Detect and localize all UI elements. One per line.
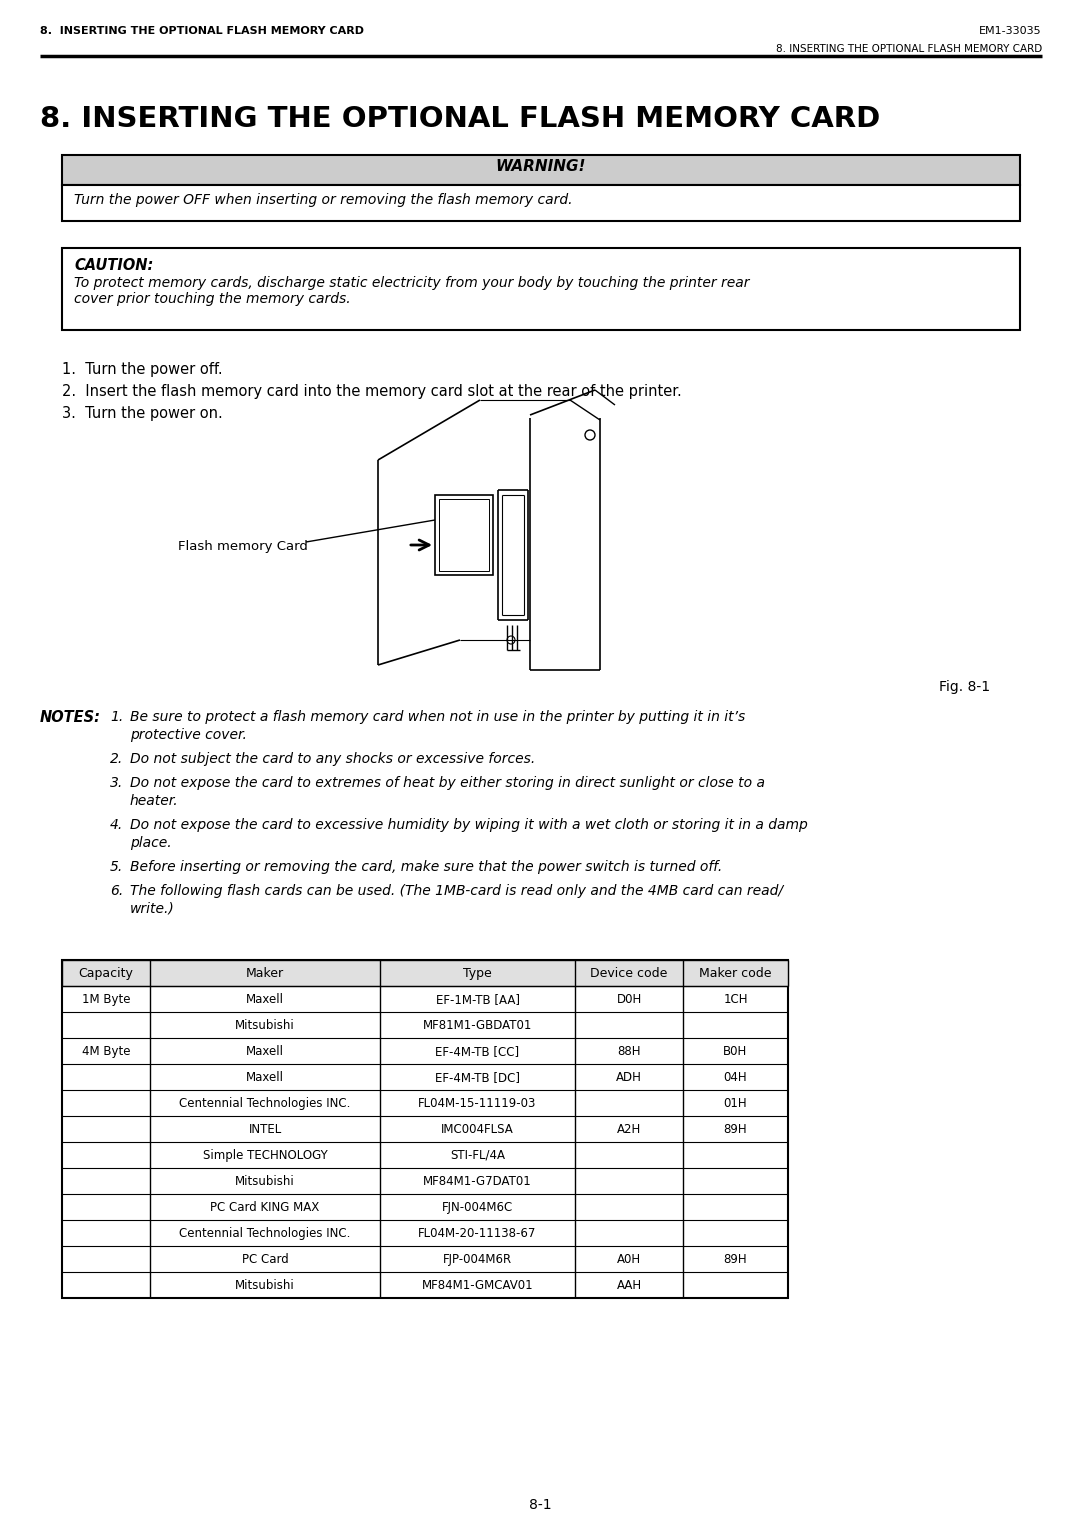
Text: To protect memory cards, discharge static electricity from your body by touching: To protect memory cards, discharge stati… bbox=[75, 276, 750, 307]
Text: Before inserting or removing the card, make sure that the power switch is turned: Before inserting or removing the card, m… bbox=[130, 860, 723, 874]
Text: Do not subject the card to any shocks or excessive forces.: Do not subject the card to any shocks or… bbox=[130, 752, 536, 766]
Bar bbox=[62, 156, 1020, 185]
Text: D0H: D0H bbox=[617, 993, 642, 1007]
Text: 2.: 2. bbox=[110, 752, 123, 766]
Text: 8.  INSERTING THE OPTIONAL FLASH MEMORY CARD: 8. INSERTING THE OPTIONAL FLASH MEMORY C… bbox=[40, 26, 364, 37]
Text: Mitsubishi: Mitsubishi bbox=[235, 1174, 295, 1188]
Text: Centennial Technologies INC.: Centennial Technologies INC. bbox=[179, 1096, 351, 1110]
Text: 3.: 3. bbox=[110, 776, 123, 790]
Text: CAUTION:: CAUTION: bbox=[75, 258, 153, 273]
Bar bbox=[62, 961, 788, 987]
Text: ADH: ADH bbox=[616, 1071, 642, 1084]
Text: A0H: A0H bbox=[617, 1254, 642, 1266]
Text: Maxell: Maxell bbox=[246, 1071, 284, 1084]
Text: MF84M1-GMCAV01: MF84M1-GMCAV01 bbox=[421, 1279, 534, 1292]
Bar bbox=[62, 185, 1020, 221]
Text: 1.  Turn the power off.: 1. Turn the power off. bbox=[62, 361, 222, 377]
Bar bbox=[62, 961, 788, 1298]
Text: FL04M-15-11119-03: FL04M-15-11119-03 bbox=[418, 1096, 537, 1110]
Text: WARNING!: WARNING! bbox=[496, 159, 586, 174]
Text: EM1-33035: EM1-33035 bbox=[980, 26, 1042, 37]
Text: 5.: 5. bbox=[110, 860, 123, 874]
Circle shape bbox=[585, 430, 595, 441]
Text: Be sure to protect a flash memory card when not in use in the printer by putting: Be sure to protect a flash memory card w… bbox=[130, 711, 745, 724]
Text: 04H: 04H bbox=[724, 1071, 747, 1084]
Text: IMC004FLSA: IMC004FLSA bbox=[441, 1122, 514, 1136]
Text: A2H: A2H bbox=[617, 1122, 642, 1136]
Text: INTEL: INTEL bbox=[248, 1122, 282, 1136]
Text: 8-1: 8-1 bbox=[529, 1498, 551, 1511]
Text: EF-4M-TB [CC]: EF-4M-TB [CC] bbox=[435, 1045, 519, 1058]
Text: AAH: AAH bbox=[617, 1279, 642, 1292]
Text: MF84M1-G7DAT01: MF84M1-G7DAT01 bbox=[423, 1174, 531, 1188]
Text: EF-4M-TB [DC]: EF-4M-TB [DC] bbox=[435, 1071, 519, 1084]
Text: FL04M-20-11138-67: FL04M-20-11138-67 bbox=[418, 1228, 537, 1240]
Text: NOTES:: NOTES: bbox=[40, 711, 102, 724]
Bar bbox=[438, 499, 489, 570]
Text: place.: place. bbox=[130, 836, 172, 849]
Text: The following flash cards can be used. (The 1MB-card is read only and the 4MB ca: The following flash cards can be used. (… bbox=[130, 884, 783, 898]
Text: PC Card: PC Card bbox=[242, 1254, 288, 1266]
Bar bbox=[62, 249, 1020, 329]
Text: 1M Byte: 1M Byte bbox=[82, 993, 131, 1007]
Bar bbox=[435, 496, 492, 575]
Text: Type: Type bbox=[463, 967, 491, 981]
Text: Do not expose the card to extremes of heat by either storing in direct sunlight : Do not expose the card to extremes of he… bbox=[130, 776, 765, 790]
Circle shape bbox=[507, 636, 515, 644]
Text: Capacity: Capacity bbox=[79, 967, 134, 981]
Text: 89H: 89H bbox=[724, 1122, 747, 1136]
Text: protective cover.: protective cover. bbox=[130, 727, 247, 743]
Text: Mitsubishi: Mitsubishi bbox=[235, 1019, 295, 1032]
Text: 89H: 89H bbox=[724, 1254, 747, 1266]
Text: Maxell: Maxell bbox=[246, 1045, 284, 1058]
Text: STI-FL/4A: STI-FL/4A bbox=[450, 1148, 505, 1162]
Text: 01H: 01H bbox=[724, 1096, 747, 1110]
Text: 4.: 4. bbox=[110, 817, 123, 833]
Text: write.): write.) bbox=[130, 901, 175, 917]
Text: Do not expose the card to excessive humidity by wiping it with a wet cloth or st: Do not expose the card to excessive humi… bbox=[130, 817, 808, 833]
Text: Centennial Technologies INC.: Centennial Technologies INC. bbox=[179, 1228, 351, 1240]
Text: Maxell: Maxell bbox=[246, 993, 284, 1007]
Text: heater.: heater. bbox=[130, 795, 178, 808]
Text: Maker code: Maker code bbox=[699, 967, 772, 981]
Text: 1.: 1. bbox=[110, 711, 123, 724]
Text: 4M Byte: 4M Byte bbox=[82, 1045, 131, 1058]
Text: 8. INSERTING THE OPTIONAL FLASH MEMORY CARD: 8. INSERTING THE OPTIONAL FLASH MEMORY C… bbox=[40, 105, 880, 133]
Text: PC Card KING MAX: PC Card KING MAX bbox=[211, 1202, 320, 1214]
Text: B0H: B0H bbox=[724, 1045, 747, 1058]
Text: 6.: 6. bbox=[110, 884, 123, 898]
Text: 88H: 88H bbox=[618, 1045, 640, 1058]
Text: Fig. 8-1: Fig. 8-1 bbox=[939, 680, 990, 694]
Text: FJN-004M6C: FJN-004M6C bbox=[442, 1202, 513, 1214]
Text: MF81M1-GBDAT01: MF81M1-GBDAT01 bbox=[422, 1019, 532, 1032]
Text: Flash memory Card: Flash memory Card bbox=[178, 540, 308, 554]
Text: Mitsubishi: Mitsubishi bbox=[235, 1279, 295, 1292]
Text: 1CH: 1CH bbox=[724, 993, 747, 1007]
Text: Simple TECHNOLOGY: Simple TECHNOLOGY bbox=[203, 1148, 327, 1162]
Text: Turn the power OFF when inserting or removing the flash memory card.: Turn the power OFF when inserting or rem… bbox=[75, 194, 572, 207]
Text: Maker: Maker bbox=[246, 967, 284, 981]
Text: 2.  Insert the flash memory card into the memory card slot at the rear of the pr: 2. Insert the flash memory card into the… bbox=[62, 384, 681, 400]
Text: Device code: Device code bbox=[591, 967, 667, 981]
Text: FJP-004M6R: FJP-004M6R bbox=[443, 1254, 512, 1266]
Text: 8. INSERTING THE OPTIONAL FLASH MEMORY CARD: 8. INSERTING THE OPTIONAL FLASH MEMORY C… bbox=[775, 44, 1042, 53]
Text: EF-1M-TB [AA]: EF-1M-TB [AA] bbox=[435, 993, 519, 1007]
Text: 3.  Turn the power on.: 3. Turn the power on. bbox=[62, 406, 222, 421]
